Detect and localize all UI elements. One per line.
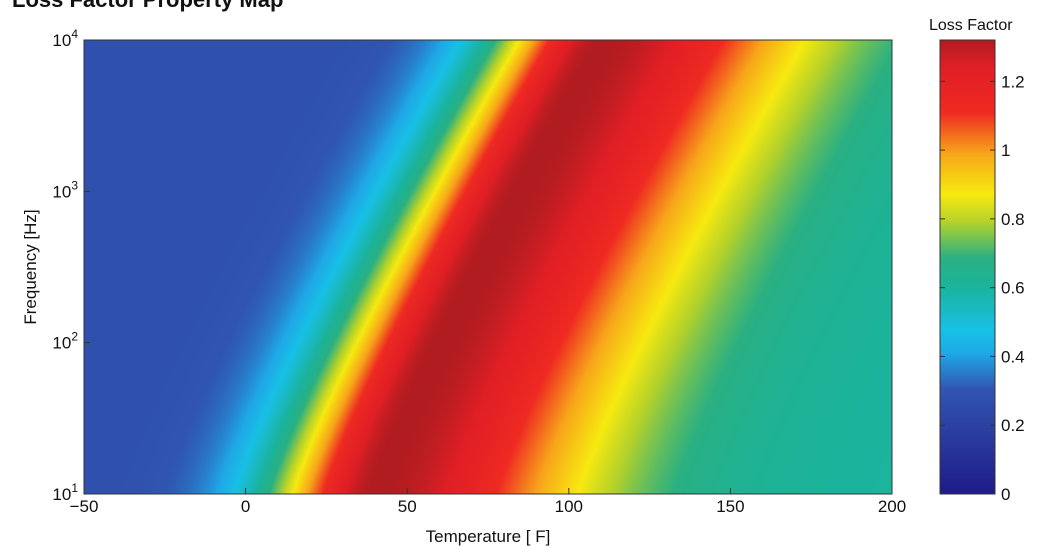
colorbar-tick-label: 0.6 bbox=[1001, 279, 1025, 298]
colorbar-tick-label: 0.4 bbox=[1001, 347, 1025, 366]
x-tick-label: −50 bbox=[70, 497, 99, 516]
x-tick-label: 150 bbox=[716, 497, 744, 516]
colorbar-label: Loss Factor bbox=[929, 17, 1013, 34]
colorbar-tick-label: 0 bbox=[1001, 485, 1010, 504]
x-axis: −50 0 50 100 150 200 bbox=[70, 488, 906, 516]
heatmap-image bbox=[84, 40, 892, 494]
y-tick-label: 104 bbox=[52, 27, 78, 50]
y-axis: 101 102 103 104 bbox=[52, 27, 90, 504]
x-axis-label: Temperature [ F] bbox=[426, 527, 551, 546]
y-tick-label: 103 bbox=[52, 178, 78, 201]
colorbar bbox=[939, 39, 996, 495]
colorbar-tick-label: 0.2 bbox=[1001, 416, 1025, 435]
x-tick-label: 50 bbox=[398, 497, 417, 516]
colorbar-tick-label: 0.8 bbox=[1001, 210, 1025, 229]
x-tick-label: 100 bbox=[555, 497, 583, 516]
plot-frame bbox=[83, 39, 893, 495]
x-tick-label: 200 bbox=[878, 497, 906, 516]
colorbar-ticks: 0 0.2 0.4 0.6 0.8 1 1.2 bbox=[940, 72, 1025, 504]
y-axis-label: Frequency [Hz] bbox=[21, 209, 40, 324]
heatmap-plot-area bbox=[84, 40, 892, 494]
x-tick-label: 0 bbox=[241, 497, 250, 516]
chart-title: Loss Factor Property Map bbox=[12, 0, 283, 12]
y-tick-label: 102 bbox=[52, 330, 78, 353]
y-tick-label: 101 bbox=[52, 481, 78, 504]
colorbar-tick-label: 1.2 bbox=[1001, 72, 1025, 91]
colorbar-tick-label: 1 bbox=[1001, 141, 1010, 160]
